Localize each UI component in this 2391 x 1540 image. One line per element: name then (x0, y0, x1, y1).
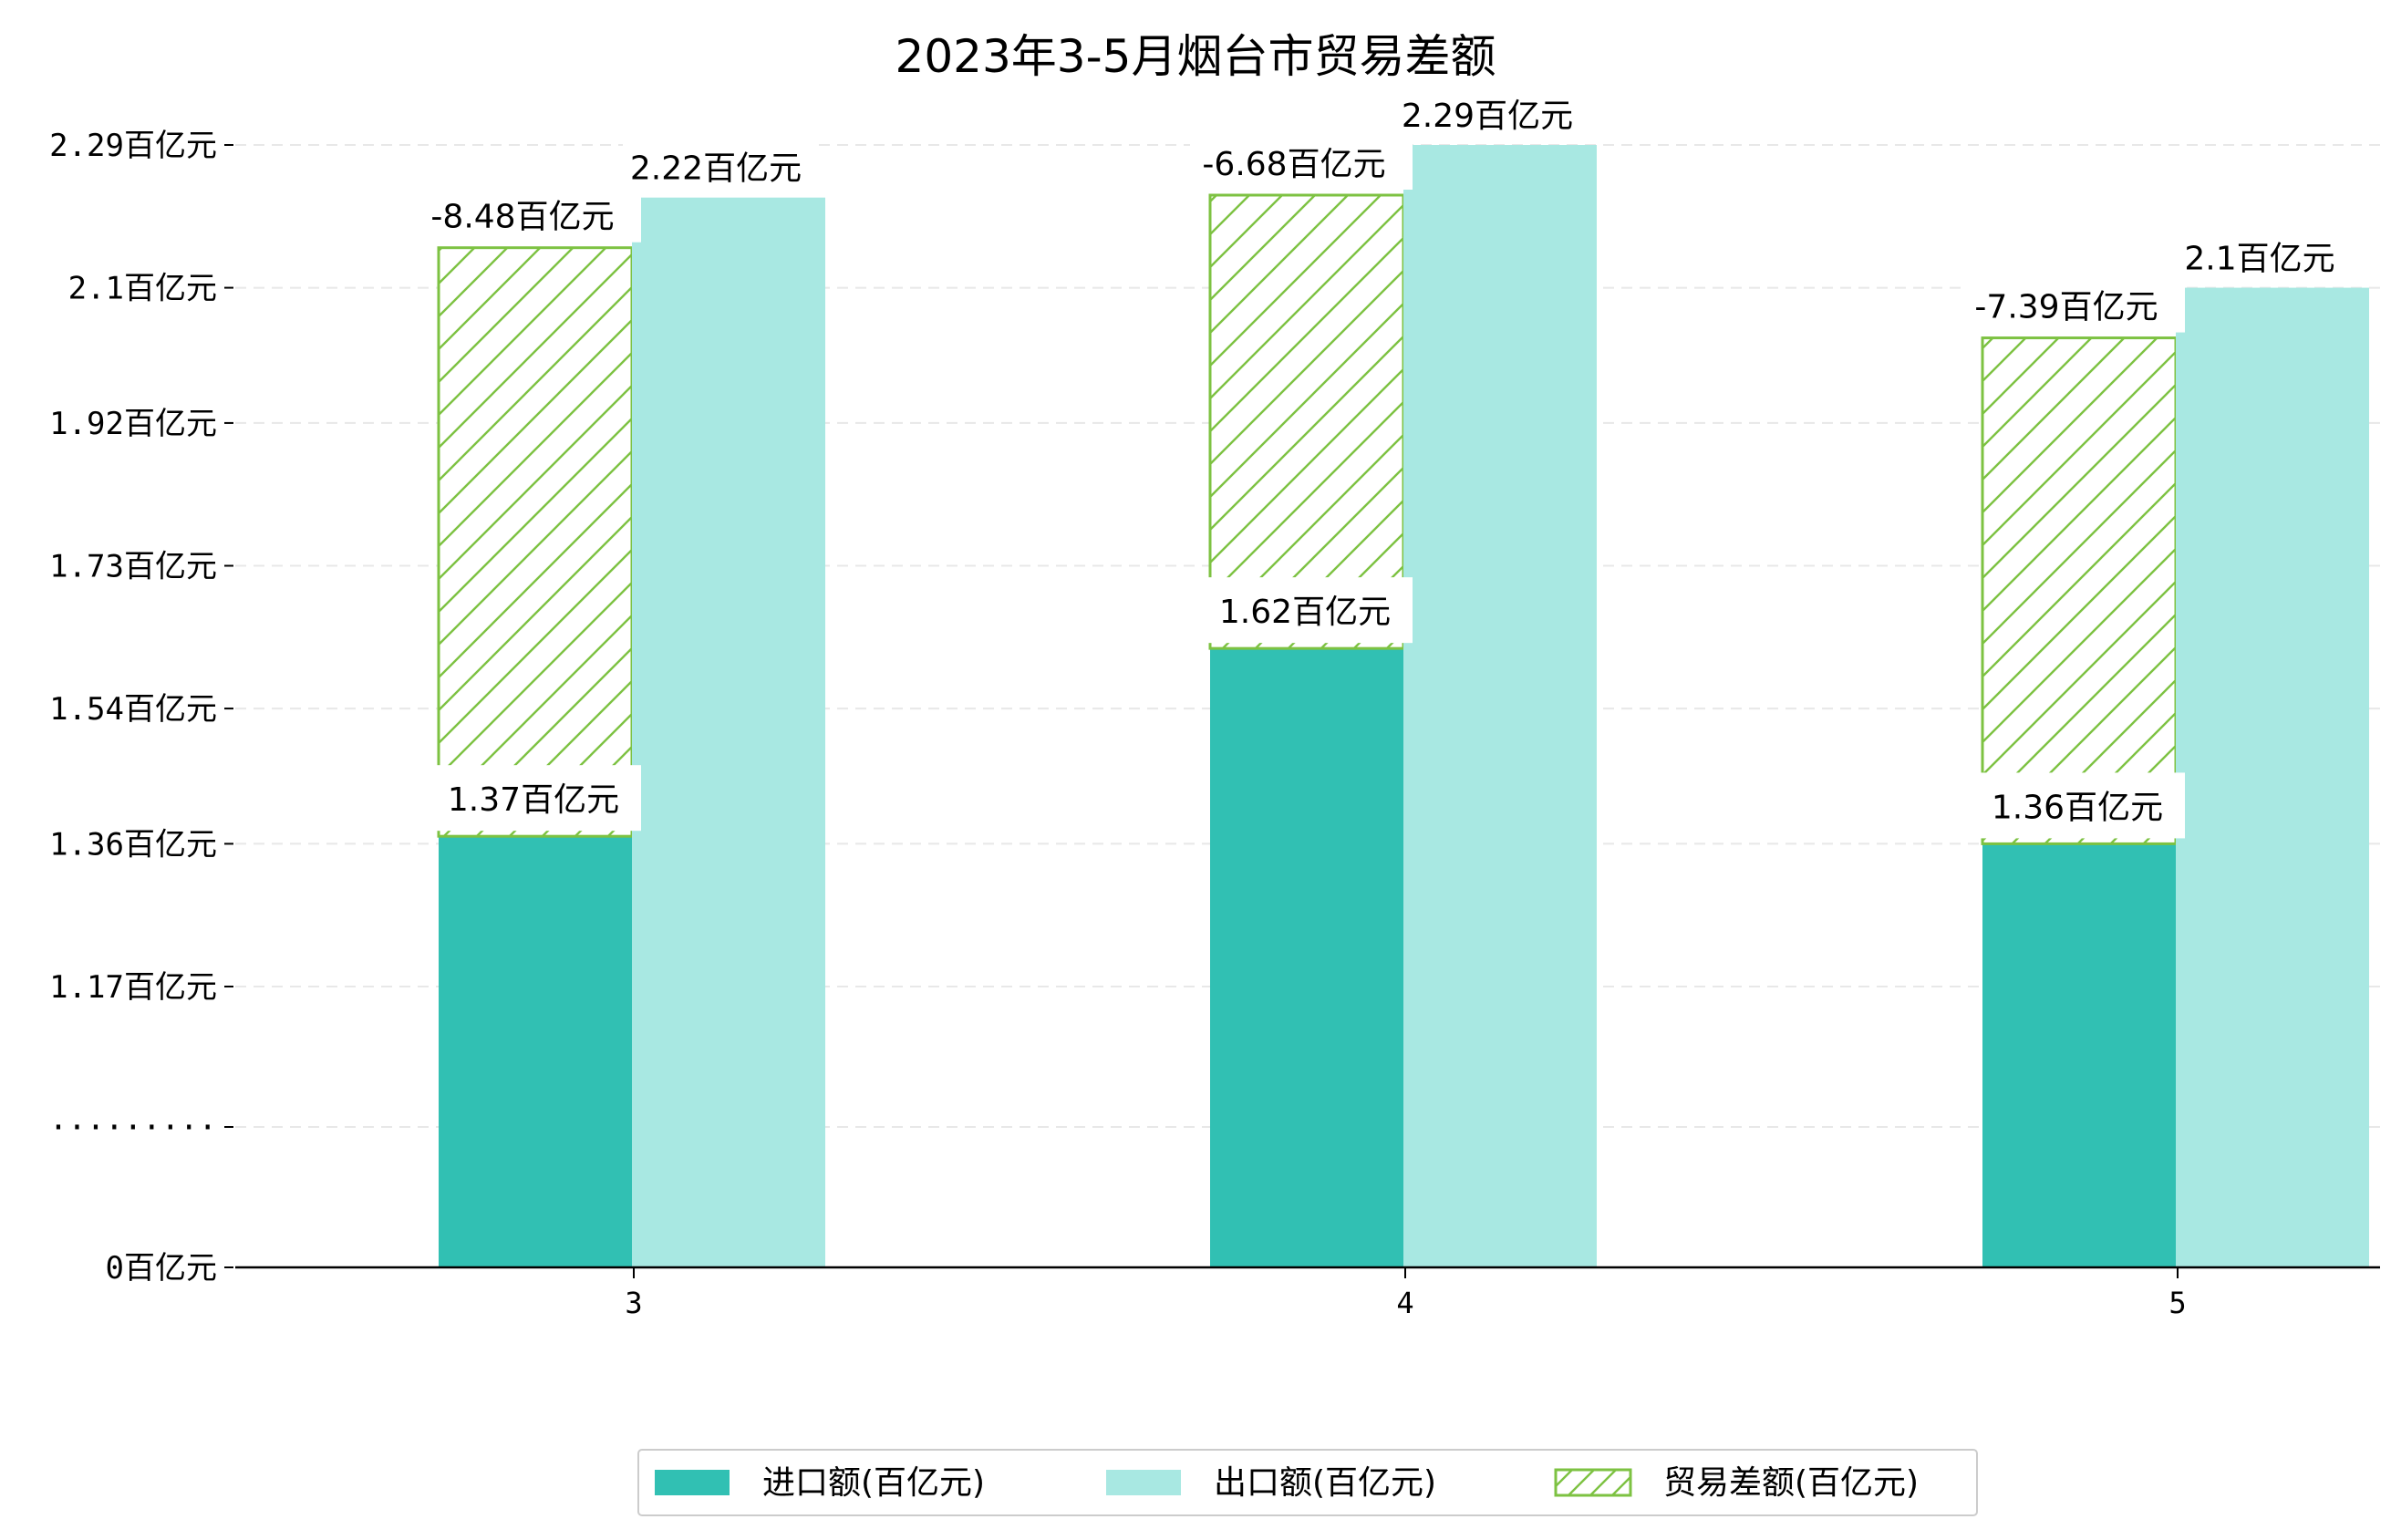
y-tick-label: 2.1百亿元 (68, 271, 217, 307)
legend-balance-label: 贸易差额(百亿元) (1663, 1464, 1919, 1502)
y-tick-label: 2.29百亿元 (49, 128, 217, 164)
export-value-label: 2.1百亿元 (2184, 241, 2334, 278)
legend-export-swatch (1106, 1470, 1181, 1495)
import-value-label: 1.37百亿元 (448, 781, 619, 819)
export-label-bg (1394, 88, 1586, 140)
import-label-bg (1190, 577, 1413, 644)
y-tick-label: 1.73百亿元 (49, 549, 217, 585)
export-value-label: 2.29百亿元 (1402, 98, 1573, 135)
y-tick-label: 1.54百亿元 (49, 691, 217, 728)
balance-value-label: -7.39百亿元 (1974, 289, 2158, 326)
x-tick-label: 3 (625, 1286, 642, 1320)
import-bar (1982, 843, 2176, 1267)
balance-label-bg (1190, 139, 1413, 190)
y-tick-label: 1.36百亿元 (49, 826, 217, 863)
import-bar (1210, 648, 1403, 1267)
balance-label-bg (1962, 281, 2185, 333)
y-tick-label: ········· (49, 1110, 217, 1146)
legend-import-swatch (655, 1470, 730, 1495)
legend-balance-swatch (1554, 1468, 1632, 1497)
y-tick-label: 0百亿元 (106, 1250, 217, 1287)
x-tick-label: 4 (1396, 1286, 1413, 1320)
export-bar (632, 197, 825, 1267)
chart-title: 2023年3-5月烟台市贸易差额 (895, 30, 1496, 83)
x-tick-label: 5 (2168, 1286, 2186, 1320)
import-value-label: 1.36百亿元 (1992, 789, 2163, 826)
balance-value-label: -6.68百亿元 (1202, 146, 1385, 183)
y-tick-label: 1.92百亿元 (49, 406, 217, 442)
export-label-bg (623, 140, 814, 192)
export-value-label: 2.22百亿元 (630, 150, 802, 188)
balance-value-label: -8.48百亿元 (430, 199, 614, 236)
balance-bar (1981, 336, 2178, 845)
export-bar (2176, 287, 2369, 1268)
export-label-bg (2167, 231, 2358, 283)
balance-bar (1208, 193, 1405, 650)
balance-bar (437, 246, 634, 838)
import-label-bg (1962, 772, 2185, 839)
import-label-bg (419, 765, 641, 832)
y-tick-label: 1.17百亿元 (49, 969, 217, 1006)
legend-export-label: 出口额(百亿元) (1214, 1464, 1436, 1502)
legend-import-label: 进口额(百亿元) (762, 1464, 985, 1502)
legend-box (637, 1449, 1978, 1516)
balance-label-bg (419, 191, 641, 243)
import-bar (439, 836, 632, 1267)
import-value-label: 1.62百亿元 (1219, 594, 1391, 631)
export-bar (1403, 145, 1597, 1267)
